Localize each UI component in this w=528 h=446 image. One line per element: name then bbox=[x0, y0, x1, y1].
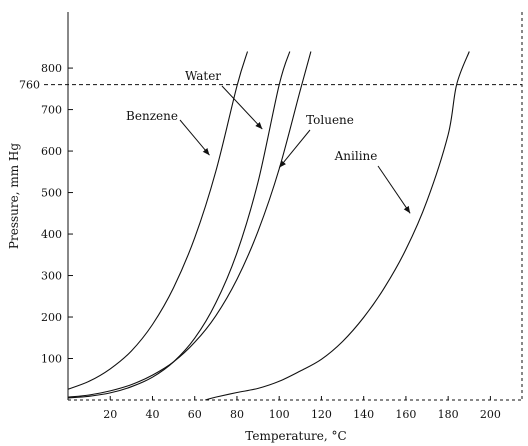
series-line-aniline bbox=[205, 51, 470, 401]
x-tick-label: 40 bbox=[145, 408, 159, 421]
x-tick-label: 60 bbox=[188, 408, 202, 421]
series-curves bbox=[67, 51, 470, 401]
reference-line-label: 760 bbox=[19, 79, 40, 92]
x-tick-label: 80 bbox=[230, 408, 244, 421]
y-tick-label: 300 bbox=[41, 270, 62, 283]
y-axis-ticks: 100 200 300 400 500 600 700 800 bbox=[41, 62, 73, 366]
x-tick-label: 120 bbox=[311, 408, 332, 421]
series-line-water bbox=[67, 51, 291, 399]
x-axis-title: Temperature, °C bbox=[245, 429, 346, 443]
x-tick-label: 180 bbox=[438, 408, 459, 421]
x-tick-label: 140 bbox=[353, 408, 374, 421]
curve-arrow-aniline bbox=[377, 165, 411, 214]
reference-line-760: 760 bbox=[19, 79, 522, 92]
curve-arrow-toluene bbox=[278, 129, 311, 168]
curve-arrow-benzene bbox=[179, 119, 210, 156]
series-line-benzene bbox=[67, 51, 249, 390]
y-tick-label: 800 bbox=[41, 62, 62, 75]
curve-label-water: Water bbox=[185, 69, 221, 83]
x-tick-label: 20 bbox=[103, 408, 117, 421]
y-tick-label: 400 bbox=[41, 228, 62, 241]
curve-arrow-water bbox=[221, 85, 263, 130]
curve-label-benzene: Benzene bbox=[126, 109, 178, 123]
curve-annotations: Benzene Water Toluene Aniline bbox=[126, 69, 411, 214]
y-tick-label: 500 bbox=[41, 187, 62, 200]
x-tick-label: 200 bbox=[480, 408, 501, 421]
y-axis-title: Pressure, mm Hg bbox=[7, 143, 21, 249]
curve-label-aniline: Aniline bbox=[334, 149, 378, 163]
curve-label-toluene: Toluene bbox=[306, 113, 354, 127]
x-tick-label: 100 bbox=[269, 408, 290, 421]
x-tick-label: 160 bbox=[395, 408, 416, 421]
y-tick-label: 200 bbox=[41, 311, 62, 324]
x-axis-ticks: 20 40 60 80 100 120 140 160 180 200 bbox=[103, 396, 501, 421]
y-tick-label: 700 bbox=[41, 104, 62, 117]
y-tick-label: 600 bbox=[41, 145, 62, 158]
plot-frame bbox=[67, 12, 523, 401]
y-tick-label: 100 bbox=[41, 353, 62, 366]
